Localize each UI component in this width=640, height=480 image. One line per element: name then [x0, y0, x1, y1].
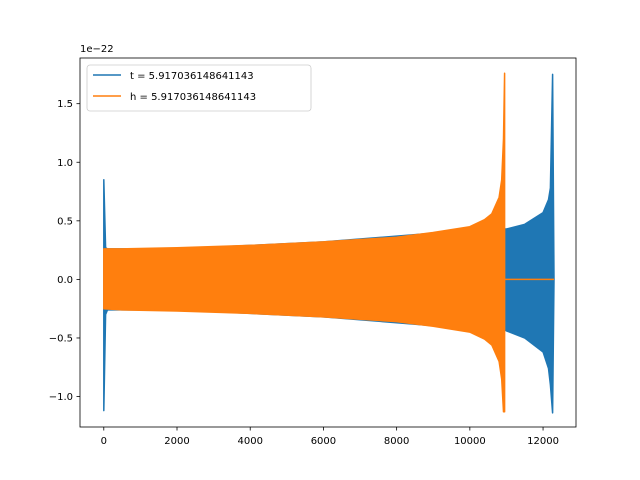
- y-tick-label: −0.5: [49, 333, 73, 344]
- legend: t = 5.917036148641143 h = 5.9170361486411…: [86, 64, 312, 112]
- legend-label-1: t = 5.917036148641143: [130, 71, 254, 82]
- x-axis: 0 2000 4000 6000 8000 10000 12000: [101, 427, 559, 447]
- y-tick-label: 1.5: [57, 99, 73, 110]
- x-tick-label: 6000: [311, 436, 336, 447]
- y-offset-text: 1e−22: [80, 44, 114, 55]
- y-tick-label: 0.0: [57, 275, 73, 286]
- x-tick-label: 4000: [237, 436, 262, 447]
- x-tick-label: 8000: [384, 436, 409, 447]
- x-tick-label: 10000: [454, 436, 486, 447]
- legend-box: [86, 64, 312, 112]
- series-2-band: [103, 72, 506, 413]
- axes-frame: [79, 57, 577, 428]
- x-tick-label: 12000: [527, 436, 559, 447]
- x-tick-label: 2000: [164, 436, 189, 447]
- y-tick-label: 1.0: [57, 158, 73, 169]
- y-tick-label: −1.0: [49, 392, 73, 403]
- y-axis: −1.0 −0.5 0.0 0.5 1.0 1.5: [49, 99, 80, 403]
- y-tick-label: 0.5: [57, 216, 73, 227]
- x-tick-label: 0: [101, 436, 107, 447]
- legend-label-2: h = 5.917036148641143: [130, 92, 256, 103]
- plot-area: [103, 72, 555, 414]
